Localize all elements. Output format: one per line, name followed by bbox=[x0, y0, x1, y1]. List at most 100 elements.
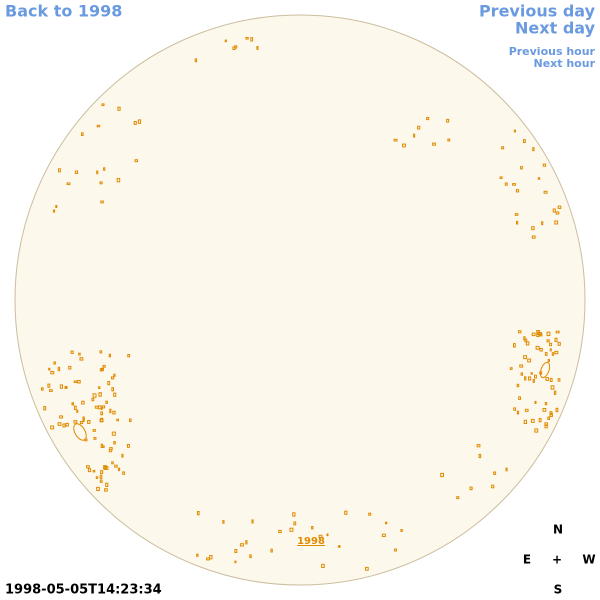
region-speck bbox=[76, 409, 79, 413]
region-speck bbox=[344, 510, 348, 515]
region-speck bbox=[99, 368, 104, 372]
region-speck bbox=[535, 345, 540, 350]
region-speck bbox=[111, 431, 116, 436]
region-speck bbox=[129, 418, 132, 423]
region-speck bbox=[554, 220, 559, 225]
region-speck bbox=[417, 125, 421, 130]
region-contour bbox=[539, 361, 551, 379]
solar-disk bbox=[14, 14, 586, 586]
region-speck bbox=[73, 420, 78, 424]
region-speck bbox=[98, 386, 101, 389]
region-speck bbox=[538, 418, 542, 423]
region-speck bbox=[547, 416, 550, 420]
next-day-link[interactable]: Next day bbox=[515, 19, 596, 38]
region-speck bbox=[555, 211, 560, 215]
region-speck bbox=[542, 408, 547, 412]
region-speck bbox=[381, 533, 386, 538]
region-speck bbox=[81, 132, 84, 137]
region-speck bbox=[114, 464, 118, 468]
region-speck bbox=[552, 208, 556, 213]
region-speck bbox=[47, 383, 51, 388]
region-speck bbox=[293, 521, 297, 526]
region-speck bbox=[62, 423, 66, 428]
region-speck bbox=[91, 397, 95, 402]
region-speck bbox=[520, 166, 523, 170]
region-speck bbox=[194, 58, 198, 63]
region-speck bbox=[513, 343, 516, 348]
region-speck bbox=[531, 235, 536, 239]
region-speck bbox=[116, 178, 121, 183]
compass-west: W bbox=[582, 553, 595, 567]
region-speck bbox=[57, 366, 61, 372]
region-speck bbox=[79, 421, 84, 425]
region-speck bbox=[278, 529, 282, 534]
region-speck bbox=[59, 415, 64, 419]
region-speck bbox=[50, 425, 55, 430]
region-speck bbox=[111, 376, 115, 380]
region-speck bbox=[133, 121, 137, 125]
region-speck bbox=[394, 548, 397, 552]
region-speck bbox=[234, 560, 237, 564]
region-speck bbox=[413, 133, 416, 138]
region-speck bbox=[545, 377, 549, 381]
disk-label[interactable]: 1998 bbox=[297, 536, 325, 547]
region-speck bbox=[100, 470, 104, 475]
region-speck bbox=[523, 355, 527, 360]
region-speck bbox=[55, 205, 58, 209]
region-speck bbox=[41, 387, 44, 391]
region-speck bbox=[447, 138, 451, 142]
region-speck bbox=[400, 529, 403, 532]
region-speck bbox=[549, 348, 552, 352]
region-speck bbox=[426, 117, 430, 121]
region-speck bbox=[553, 390, 557, 395]
region-speck bbox=[48, 367, 51, 371]
region-speck bbox=[68, 365, 72, 370]
region-speck bbox=[122, 471, 125, 475]
region-speck bbox=[99, 479, 103, 483]
region-speck bbox=[96, 170, 99, 175]
region-speck bbox=[292, 512, 296, 517]
region-speck bbox=[534, 374, 537, 379]
region-speck bbox=[505, 467, 508, 472]
region-speck bbox=[544, 422, 548, 426]
region-speck bbox=[99, 350, 103, 354]
region-speck bbox=[525, 341, 530, 346]
region-speck bbox=[555, 330, 560, 334]
region-speck bbox=[514, 213, 519, 216]
region-speck bbox=[50, 371, 55, 375]
region-speck bbox=[509, 367, 513, 370]
region-speck bbox=[84, 438, 88, 442]
region-speck bbox=[239, 543, 244, 547]
region-speck bbox=[73, 405, 77, 411]
region-speck bbox=[326, 533, 329, 537]
region-speck bbox=[87, 420, 91, 424]
region-speck bbox=[109, 447, 113, 451]
compass-north: N bbox=[553, 523, 563, 537]
region-speck bbox=[249, 554, 252, 559]
region-speck bbox=[71, 402, 74, 406]
region-speck bbox=[432, 142, 436, 146]
region-speck bbox=[117, 467, 121, 472]
region-speck bbox=[546, 339, 550, 343]
region-speck bbox=[440, 472, 445, 478]
region-speck bbox=[544, 402, 548, 406]
region-speck bbox=[516, 383, 520, 388]
previous-hour-link[interactable]: Previous hour bbox=[509, 45, 596, 58]
region-speck bbox=[539, 371, 543, 375]
back-link[interactable]: Back to 1998 bbox=[5, 2, 122, 21]
region-speck bbox=[534, 400, 537, 404]
region-speck bbox=[537, 332, 540, 336]
next-hour-link[interactable]: Next hour bbox=[534, 57, 596, 70]
region-speck bbox=[493, 471, 497, 475]
region-speck bbox=[127, 354, 131, 358]
region-speck bbox=[96, 124, 101, 128]
region-speck bbox=[49, 389, 53, 392]
region-speck bbox=[92, 429, 96, 432]
region-speck bbox=[499, 176, 503, 179]
previous-day-link[interactable]: Previous day bbox=[479, 2, 596, 21]
region-speck bbox=[126, 443, 130, 448]
region-speck bbox=[534, 428, 539, 433]
region-speck bbox=[491, 484, 495, 489]
region-speck bbox=[53, 361, 56, 365]
